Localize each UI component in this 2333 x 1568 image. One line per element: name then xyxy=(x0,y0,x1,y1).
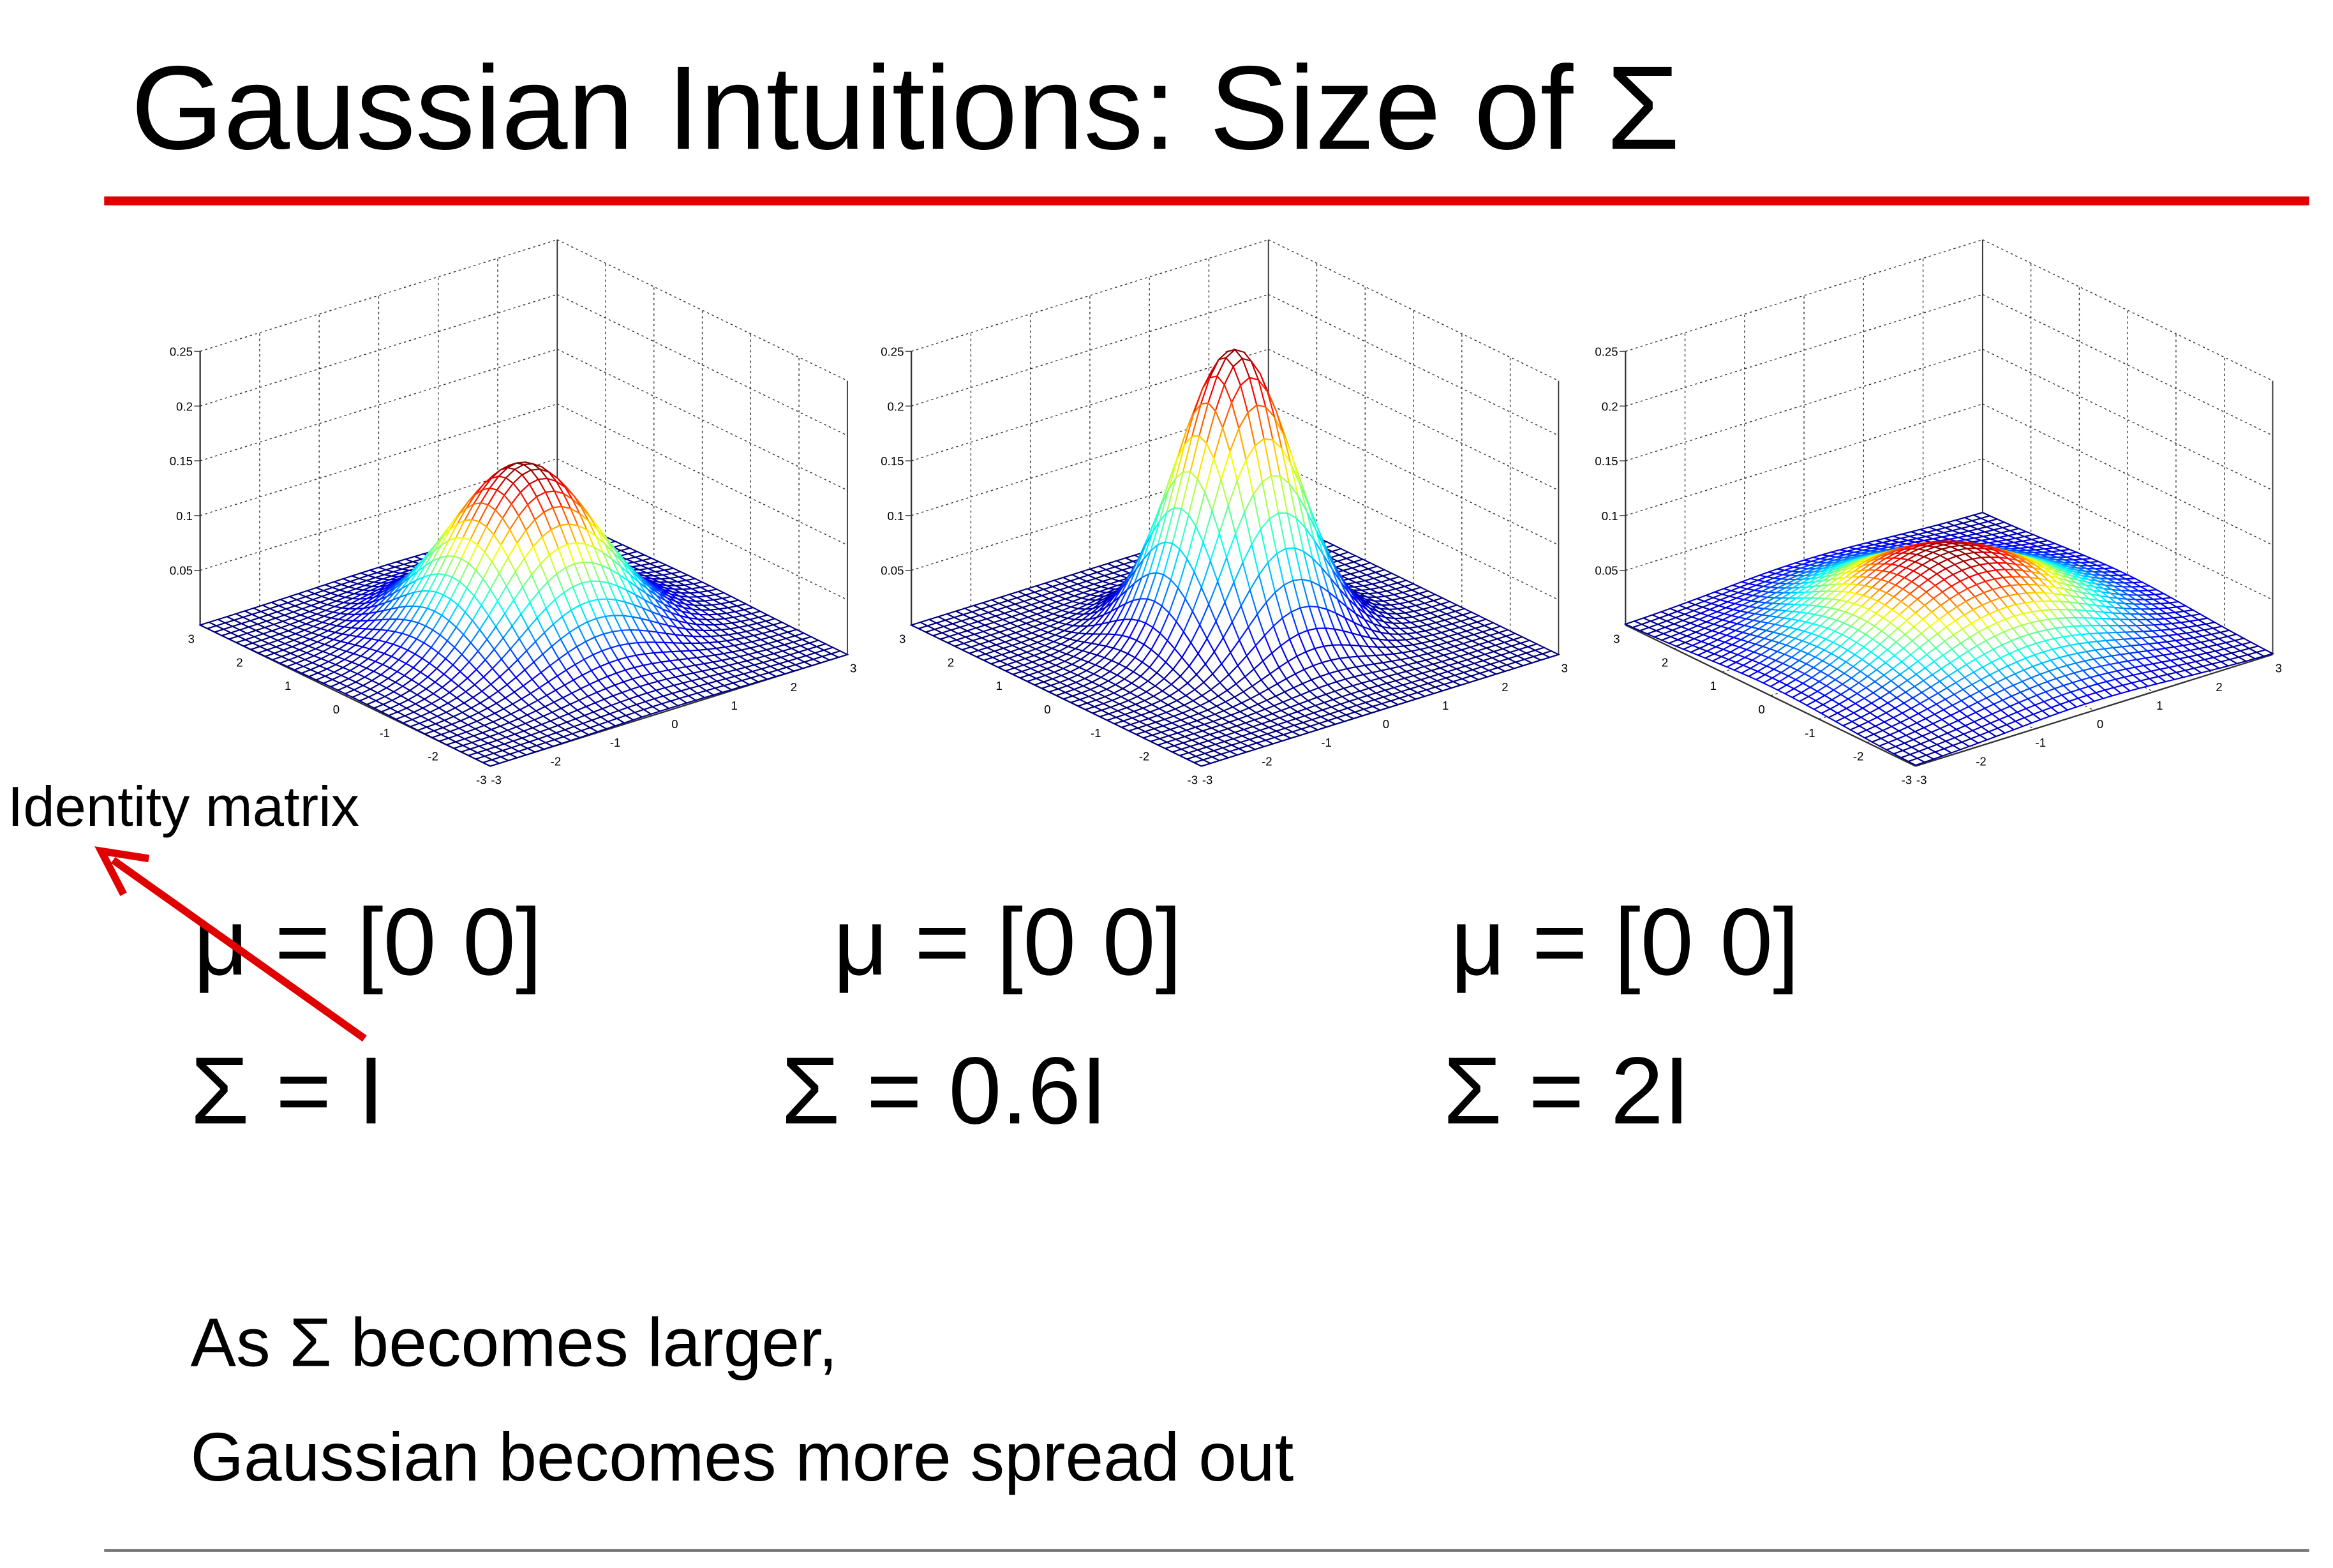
z-tick-label: 0.15 xyxy=(170,454,193,468)
y-tick-label: -1 xyxy=(1091,726,1101,740)
y-tick-label: -3 xyxy=(1188,773,1198,787)
y-tick-label: 3 xyxy=(1613,632,1620,645)
z-tick-label: 0.1 xyxy=(888,509,904,523)
slide-title: Gaussian Intuitions: Size of Σ xyxy=(131,41,1680,174)
plots: 0.05 0.1 0.15 0.2 0.25 -3 -2 -1 0 1 2 3 -3 -2 -1 0 1 2 3 μ … xyxy=(170,239,2282,1144)
y-tick-label: 0 xyxy=(1044,703,1050,716)
x-tick-label: -3 xyxy=(491,773,502,787)
z-grid-line xyxy=(556,239,848,382)
y-tick-label: -3 xyxy=(476,773,487,787)
x-tick-label: 0 xyxy=(2097,717,2103,731)
x-tick-label: 2 xyxy=(791,680,797,694)
x-tick-label: -1 xyxy=(2036,736,2046,749)
y-tick-label: -2 xyxy=(1853,750,1864,763)
z-tick-label: 0.05 xyxy=(1595,564,1618,578)
x-tick-label: 1 xyxy=(731,699,737,712)
y-tick-label: 0 xyxy=(333,703,339,716)
annotation: Identity matrix xyxy=(8,775,359,838)
z-tick-label: 0.25 xyxy=(1595,345,1618,358)
y-tick-label: -1 xyxy=(1805,726,1815,740)
x-tick-label: 0 xyxy=(671,717,678,731)
x-tick-label: 2 xyxy=(2216,680,2222,694)
y-tick-label: 3 xyxy=(899,632,906,645)
y-tick-label: 2 xyxy=(236,655,242,669)
x-tick-label: 3 xyxy=(2276,662,2282,675)
z-tick-label: 0.1 xyxy=(1602,509,1618,523)
z-tick-label: 0.25 xyxy=(881,345,904,358)
x-tick-label: -3 xyxy=(1202,773,1213,787)
x-tick-label: -1 xyxy=(610,736,621,749)
y-tick-label: -2 xyxy=(428,750,438,763)
y-tick-label: -2 xyxy=(1139,750,1150,763)
x-tick-label: 3 xyxy=(1562,662,1568,675)
x-tick-label: 0 xyxy=(1383,717,1389,731)
mean-label: μ = [0 0] xyxy=(193,888,542,995)
x-tick-label: -2 xyxy=(551,754,562,768)
y-tick-label: -3 xyxy=(1902,773,1912,787)
x-tick-label: -3 xyxy=(1916,773,1927,787)
z-tick-label: 0.2 xyxy=(888,399,904,413)
z-tick-label: 0.2 xyxy=(176,399,193,413)
z-grid-line xyxy=(556,348,848,491)
x-tick-label: 3 xyxy=(850,662,856,675)
covariance-label: Σ = I xyxy=(190,1037,384,1144)
z-grid-line xyxy=(556,458,848,601)
y-tick-label: 3 xyxy=(188,632,194,645)
z-tick-label: 0.05 xyxy=(881,564,904,578)
y-tick-label: 1 xyxy=(996,679,1003,692)
covariance-label: Σ = 0.6I xyxy=(781,1037,1107,1144)
y-tick-label: 2 xyxy=(948,655,954,669)
x-tick-label: 2 xyxy=(1502,680,1508,694)
x-tick-label: 1 xyxy=(2156,699,2163,712)
x-tick-label: -2 xyxy=(1262,754,1272,768)
x-tick-label: -2 xyxy=(1976,754,1986,768)
z-tick-label: 0.25 xyxy=(170,345,193,358)
y-tick-label: -1 xyxy=(379,726,390,740)
z-tick-label: 0.2 xyxy=(1602,399,1618,413)
x-tick-label: 1 xyxy=(1442,699,1449,712)
z-tick-label: 0.1 xyxy=(176,509,193,523)
z-tick-label: 0.15 xyxy=(1595,454,1618,468)
surface-plot: 0.05 0.1 0.15 0.2 0.25 -3 -2 -1 0 1 2 3 -3 -2 -1 0 1 2 3 xyxy=(170,239,856,787)
y-tick-label: 2 xyxy=(1662,655,1668,669)
surface xyxy=(198,461,849,767)
z-tick-label: 0.15 xyxy=(881,454,904,468)
y-tick-label: 1 xyxy=(1710,679,1717,692)
y-tick-label: 1 xyxy=(285,679,291,692)
mean-label: μ = [0 0] xyxy=(833,888,1182,995)
y-tick-label: 0 xyxy=(1758,703,1764,716)
x-tick-label: -1 xyxy=(1321,736,1332,749)
z-tick-label: 0.05 xyxy=(170,564,193,578)
